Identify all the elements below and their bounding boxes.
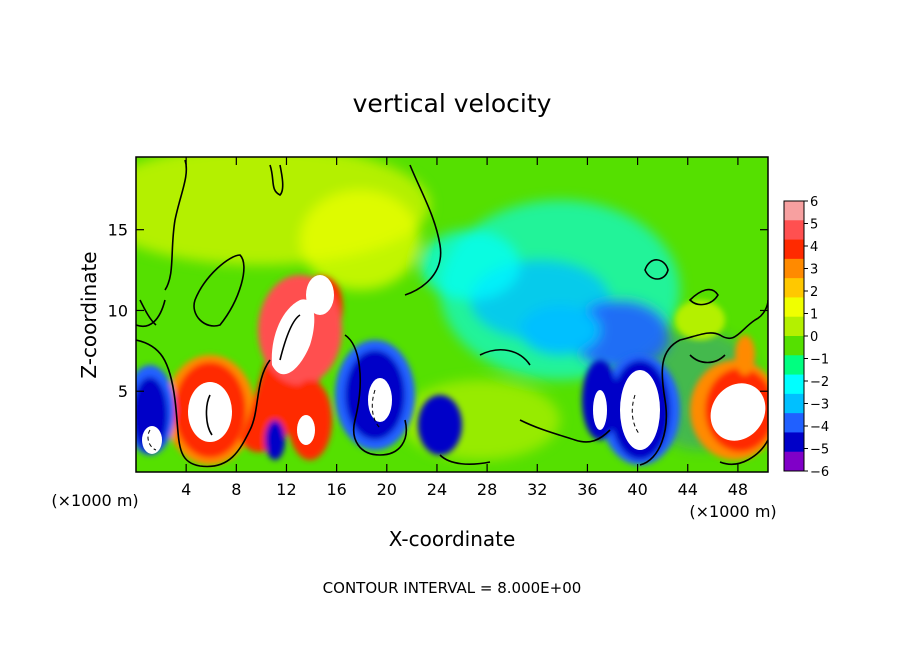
y-axis-label: Z-coordinate — [77, 251, 101, 378]
x-tick-label: 32 — [527, 480, 547, 499]
x-unit-right: (×1000 m) — [689, 502, 776, 521]
colorbar-label: 3 — [810, 263, 818, 278]
colorbar-label: 5 — [810, 218, 818, 233]
colorbar-segment — [784, 239, 804, 260]
x-tick-label: 20 — [377, 480, 397, 499]
colorbar-label: −1 — [810, 353, 829, 368]
colorbar-segment — [784, 297, 804, 318]
colorbar-label: −3 — [810, 398, 829, 413]
x-tick-label: 16 — [326, 480, 346, 499]
heatmap-field — [136, 157, 768, 472]
colorbar-label: 0 — [810, 330, 818, 345]
colorbar-label: −5 — [810, 443, 829, 458]
y-axis: 5 10 15 — [108, 221, 768, 401]
colorbar-segment — [784, 413, 804, 433]
colorbar-segment — [784, 316, 804, 337]
x-tick-label: 8 — [231, 480, 241, 499]
colorbar-label: −4 — [810, 420, 829, 435]
x-axis: 4 8 12 16 20 24 28 32 36 40 44 48 — [181, 157, 748, 499]
colorbar-label: 2 — [810, 285, 818, 300]
x-tick-label: 28 — [477, 480, 497, 499]
colorbar-label: −2 — [810, 375, 829, 390]
y-tick-label: 5 — [118, 382, 128, 401]
plot-frame — [135, 156, 769, 473]
colorbar-segment — [784, 355, 804, 376]
y-tick-label: 10 — [108, 301, 128, 320]
x-tick-label: 40 — [627, 480, 647, 499]
colorbar-segment — [784, 220, 804, 241]
colorbar-label: −6 — [810, 465, 829, 480]
x-axis-label: X-coordinate — [389, 527, 516, 551]
colorbar-segment — [784, 451, 804, 472]
colorbar-label: 1 — [810, 308, 818, 323]
colorbar: 6 5 4 3 2 1 0 −1 −2 −3 −4 −5 −6 — [783, 195, 829, 480]
contour-interval-note: CONTOUR INTERVAL = 8.000E+00 — [323, 579, 582, 597]
colorbar-segment — [784, 374, 804, 395]
x-tick-label: 24 — [427, 480, 447, 499]
x-tick-label: 36 — [577, 480, 597, 499]
x-unit-left: (×1000 m) — [51, 491, 138, 510]
colorbar-segment — [784, 258, 804, 279]
colorbar-label: 4 — [810, 240, 818, 255]
y-tick-label: 15 — [108, 221, 128, 240]
x-tick-label: 44 — [678, 480, 698, 499]
chart-title: vertical velocity — [353, 89, 552, 118]
x-tick-label: 4 — [181, 480, 191, 499]
colorbar-segment — [784, 336, 804, 356]
colorbar-segment — [784, 432, 804, 453]
colorbar-segment — [784, 278, 804, 298]
x-tick-label: 48 — [728, 480, 748, 499]
colorbar-segment — [784, 201, 804, 221]
colorbar-segment — [784, 393, 804, 414]
colorbar-label: 6 — [810, 195, 818, 210]
x-tick-label: 12 — [276, 480, 296, 499]
